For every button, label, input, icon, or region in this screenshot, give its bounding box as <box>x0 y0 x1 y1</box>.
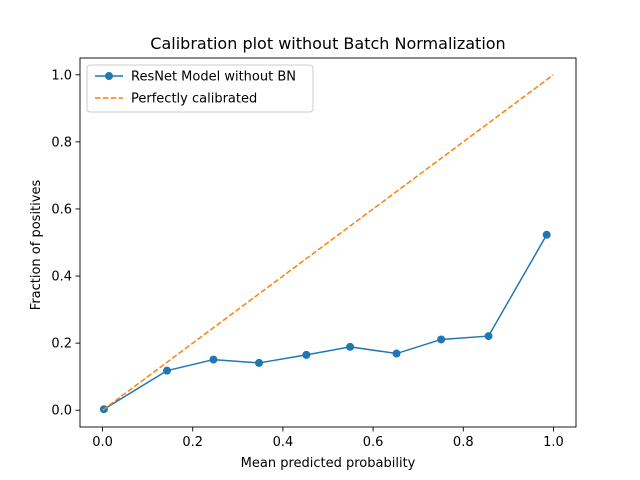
y-tick-label: 0.4 <box>51 270 72 285</box>
legend-entry-label: ResNet Model without BN <box>131 70 296 85</box>
x-tick-label: 0.6 <box>363 435 384 450</box>
data-point <box>437 335 446 344</box>
legend-entry-label: Perfectly calibrated <box>131 92 257 107</box>
y-tick-label: 0.6 <box>51 202 72 217</box>
data-point <box>484 332 493 341</box>
x-tick-label: 0.8 <box>453 435 474 450</box>
y-tick-label: 0.8 <box>51 135 72 150</box>
data-point <box>542 230 551 239</box>
y-tick-label: 0.0 <box>51 404 72 419</box>
y-tick-label: 1.0 <box>51 68 72 83</box>
series-line-2 <box>102 74 554 411</box>
y-tick-label: 0.2 <box>51 337 72 352</box>
legend: ResNet Model without BN Perfectly calibra… <box>86 64 314 113</box>
x-tick-label: 0.4 <box>273 435 294 450</box>
x-tick-label: 0.2 <box>182 435 203 450</box>
x-tick-label: 0.0 <box>92 435 113 450</box>
chart-title: Calibration plot without Batch Normaliza… <box>150 34 505 53</box>
data-point <box>392 349 401 358</box>
y-axis-label: Fraction of positives <box>29 180 44 311</box>
x-tick-label: 1.0 <box>543 435 564 450</box>
data-point <box>346 342 355 351</box>
data-point <box>302 350 311 359</box>
legend-box <box>86 64 314 113</box>
axes-frame <box>79 57 577 428</box>
legend-swatch-marker <box>105 72 113 80</box>
x-axis-label: Mean predicted probability <box>241 456 416 471</box>
data-point <box>209 355 218 364</box>
data-point <box>163 366 172 375</box>
data-point <box>255 358 264 367</box>
series-line-1 <box>103 234 548 410</box>
